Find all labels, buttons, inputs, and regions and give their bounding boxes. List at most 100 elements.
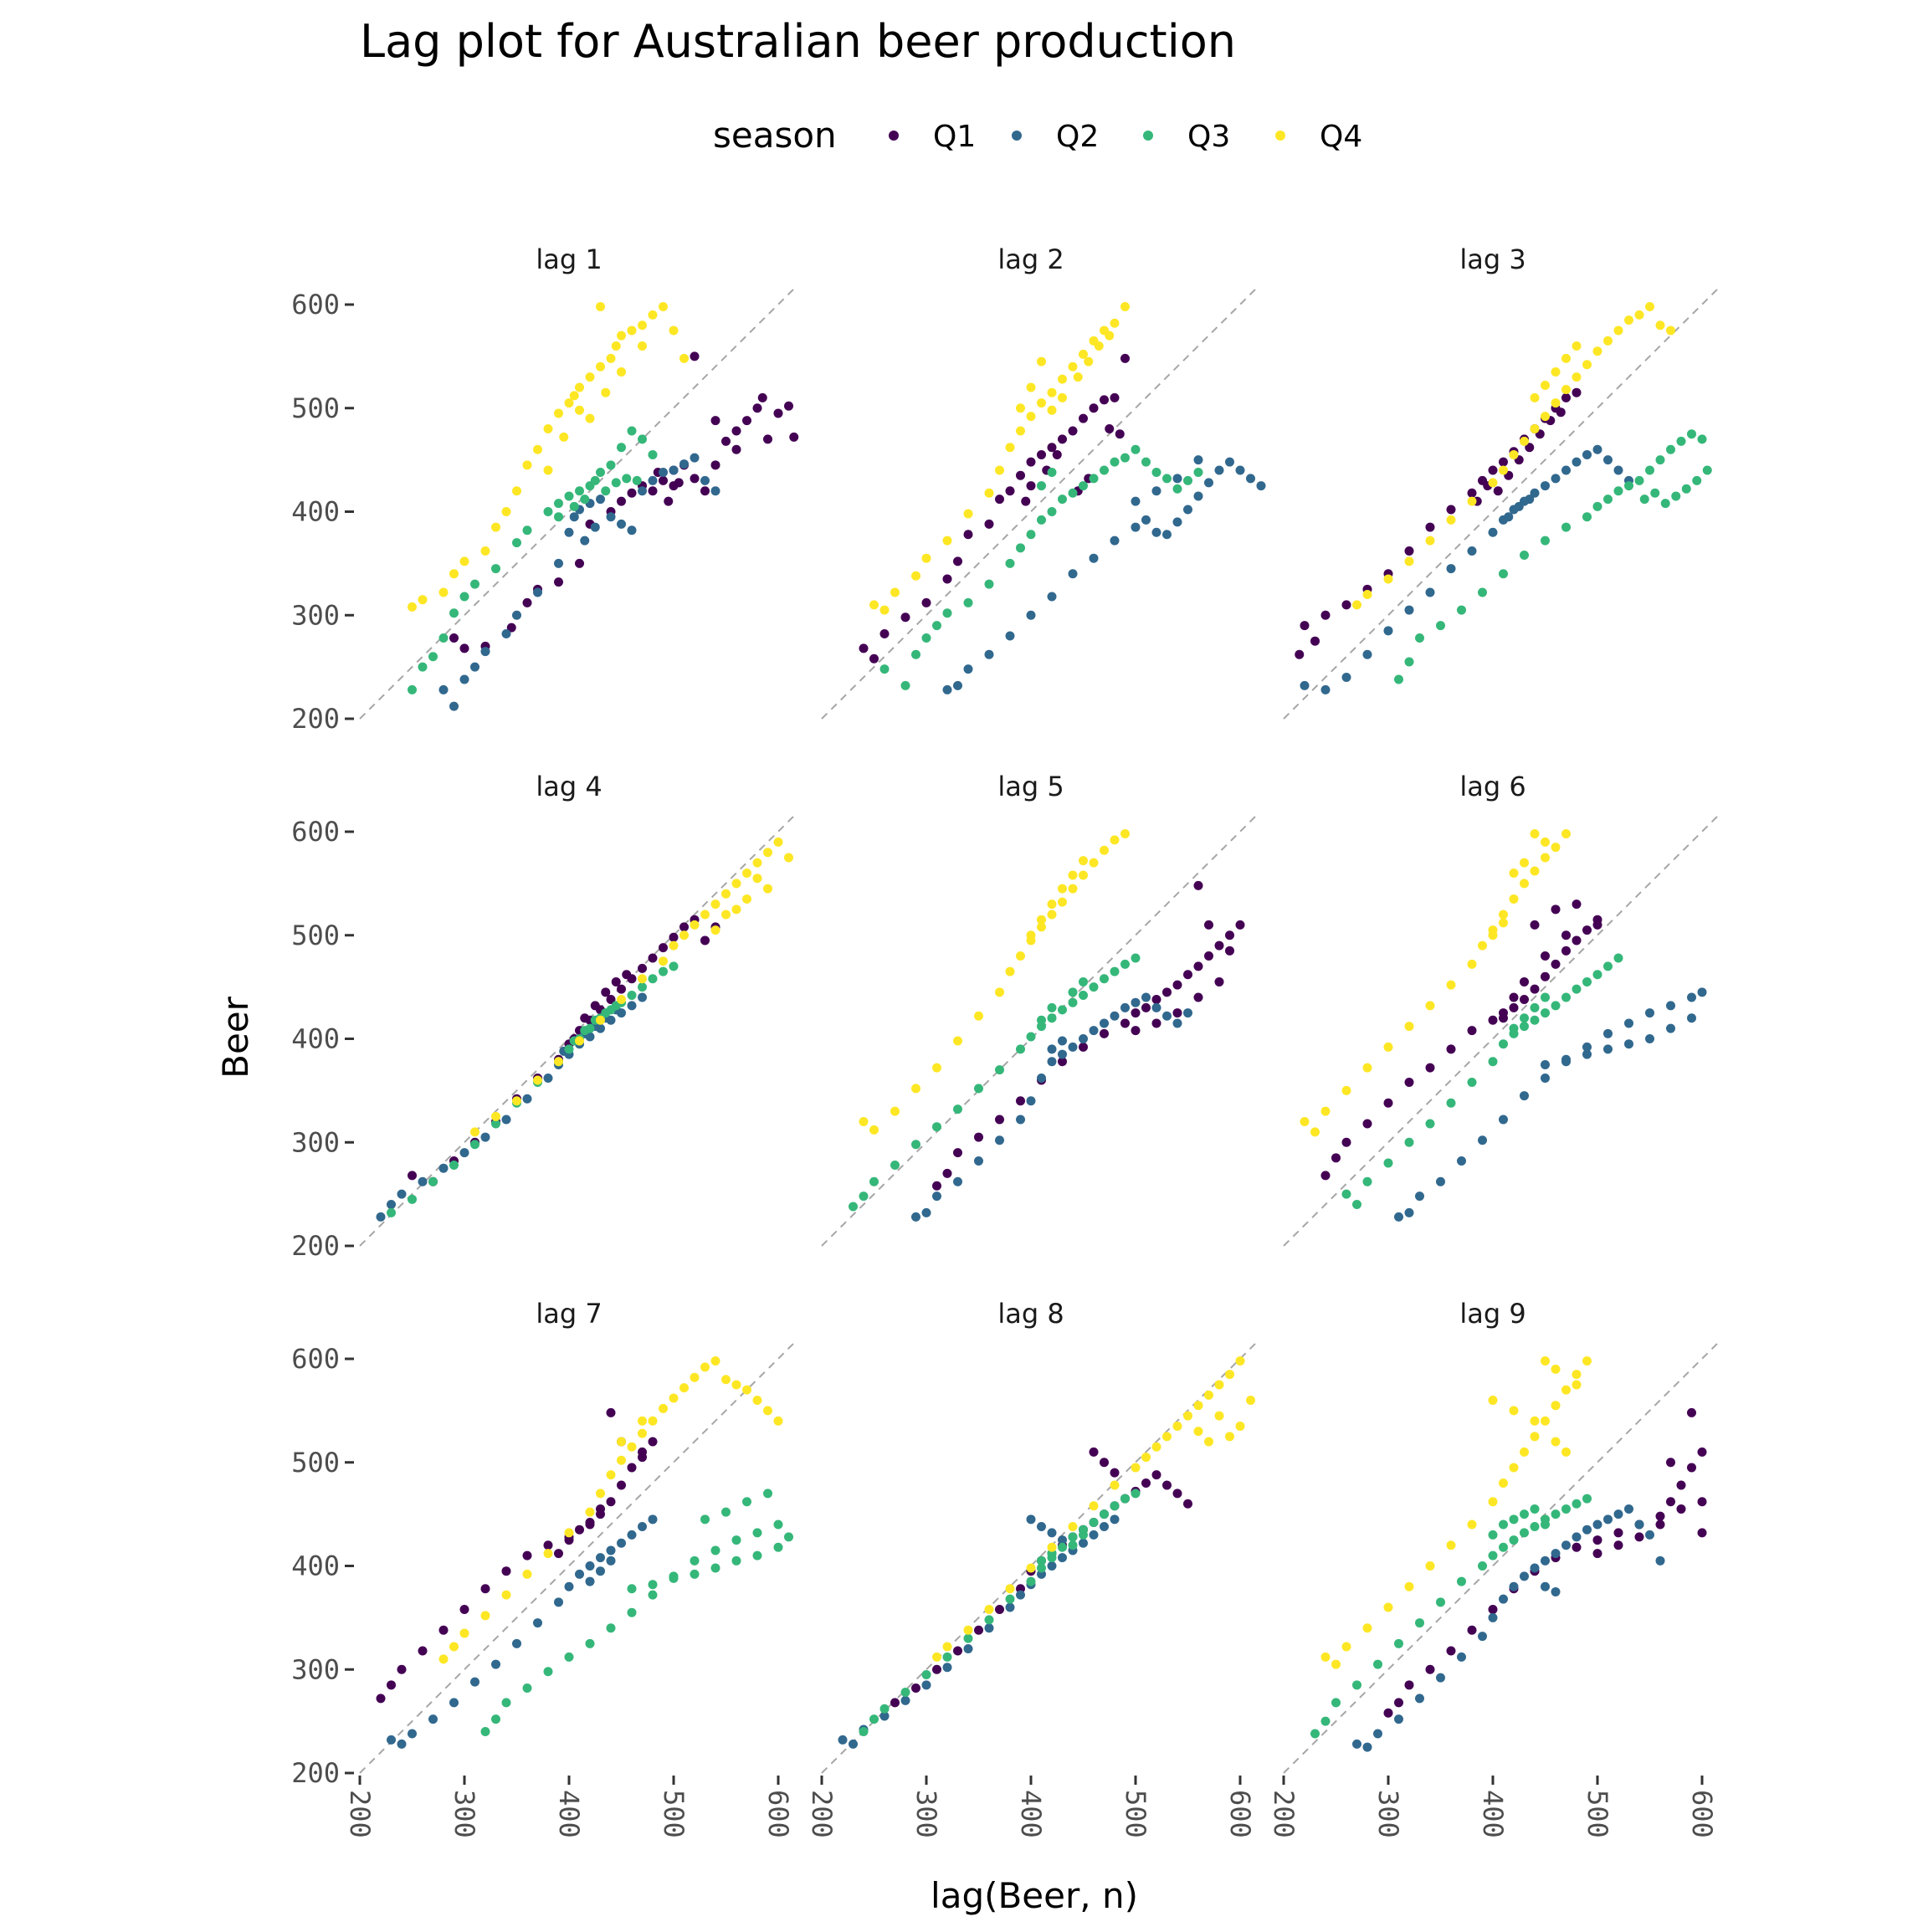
data-point-q4 bbox=[522, 1569, 532, 1579]
data-point-q2 bbox=[1457, 1652, 1466, 1662]
data-point-q3 bbox=[1089, 982, 1099, 992]
data-point-q3 bbox=[1520, 1509, 1529, 1519]
data-point-q3 bbox=[690, 1555, 700, 1566]
data-point-q3 bbox=[752, 1550, 762, 1560]
data-point-q3 bbox=[911, 649, 920, 659]
data-point-q1 bbox=[1530, 984, 1540, 994]
data-point-q4 bbox=[1016, 951, 1025, 961]
legend-entry-q4: Q4 bbox=[1275, 120, 1362, 154]
data-point-q2 bbox=[921, 1680, 931, 1690]
data-point-q2 bbox=[1037, 1521, 1046, 1531]
data-point-q2 bbox=[942, 1663, 952, 1673]
data-point-q1 bbox=[575, 1525, 584, 1535]
data-point-q3 bbox=[742, 1497, 751, 1507]
data-point-q4 bbox=[638, 341, 647, 351]
panel-lag-2: lag 2 bbox=[821, 243, 1266, 720]
data-point-q1 bbox=[1037, 449, 1046, 459]
data-point-q1 bbox=[1467, 1625, 1477, 1635]
data-point-q2 bbox=[428, 1714, 438, 1724]
data-point-q2 bbox=[1362, 1742, 1372, 1752]
data-point-q4 bbox=[449, 1642, 459, 1652]
data-point-q4 bbox=[679, 930, 689, 940]
y-tick-label: 400 bbox=[291, 496, 340, 528]
data-point-q2 bbox=[1225, 457, 1234, 467]
data-point-q4 bbox=[501, 1590, 511, 1600]
data-point-q4 bbox=[1047, 910, 1057, 920]
y-tick-label: 300 bbox=[291, 1126, 340, 1158]
data-point-q2 bbox=[1079, 1538, 1088, 1548]
data-point-q1 bbox=[1467, 1026, 1477, 1036]
data-point-q1 bbox=[554, 577, 563, 587]
data-point-q3 bbox=[1079, 991, 1088, 1001]
data-point-q4 bbox=[890, 1106, 900, 1116]
data-point-q1 bbox=[921, 597, 931, 607]
data-point-q2 bbox=[710, 486, 720, 496]
data-point-q3 bbox=[859, 1727, 869, 1736]
data-point-q2 bbox=[1499, 1115, 1508, 1125]
panel-title-lag-7: lag 7 bbox=[536, 1298, 602, 1330]
data-point-q1 bbox=[710, 416, 720, 426]
data-point-q4 bbox=[890, 587, 900, 597]
data-point-q4 bbox=[1037, 922, 1046, 932]
data-point-q2 bbox=[1005, 1602, 1015, 1612]
data-point-q3 bbox=[1478, 587, 1487, 597]
data-point-q4 bbox=[1352, 600, 1361, 610]
data-point-q3 bbox=[648, 974, 658, 984]
data-point-q1 bbox=[1341, 1137, 1351, 1147]
data-point-q3 bbox=[1499, 1519, 1508, 1530]
data-point-q3 bbox=[638, 982, 647, 992]
data-point-q4 bbox=[470, 1127, 479, 1137]
data-point-q3 bbox=[1520, 550, 1529, 560]
x-tick-label: 500 bbox=[1582, 1790, 1613, 1838]
data-point-q3 bbox=[1047, 1013, 1057, 1023]
data-point-q4 bbox=[543, 465, 553, 475]
data-point-q4 bbox=[617, 1455, 626, 1465]
data-point-q2 bbox=[1582, 1049, 1592, 1059]
data-point-q2 bbox=[1697, 987, 1707, 997]
data-point-q4 bbox=[1530, 1416, 1540, 1426]
data-point-q4 bbox=[1026, 382, 1036, 392]
data-point-q3 bbox=[1666, 444, 1675, 454]
data-point-q4 bbox=[1331, 1659, 1341, 1669]
data-point-q3 bbox=[1068, 987, 1078, 997]
data-point-q4 bbox=[554, 408, 563, 418]
data-point-q2 bbox=[1089, 1530, 1099, 1540]
data-point-q1 bbox=[1100, 1458, 1109, 1468]
data-point-q2 bbox=[1592, 444, 1602, 454]
data-point-q2 bbox=[1300, 680, 1310, 690]
data-point-q1 bbox=[1021, 496, 1031, 506]
data-point-q1 bbox=[617, 1480, 626, 1490]
data-point-q1 bbox=[376, 1694, 386, 1704]
data-point-q4 bbox=[1520, 858, 1529, 868]
data-point-q4 bbox=[1204, 1390, 1213, 1400]
data-point-q1 bbox=[606, 1497, 616, 1507]
data-point-q2 bbox=[879, 1711, 890, 1721]
y-tick-label: 600 bbox=[291, 1343, 340, 1375]
data-point-q2 bbox=[1666, 1001, 1675, 1011]
data-point-q3 bbox=[606, 460, 616, 470]
data-point-q3 bbox=[1650, 488, 1660, 498]
data-point-q1 bbox=[1520, 976, 1529, 986]
data-point-q4 bbox=[1058, 392, 1067, 402]
data-point-q2 bbox=[1655, 1555, 1665, 1566]
data-point-q1 bbox=[1425, 522, 1435, 532]
data-point-q4 bbox=[1582, 1355, 1592, 1366]
data-point-q4 bbox=[1666, 325, 1675, 336]
data-point-q3 bbox=[1624, 481, 1633, 491]
data-point-q1 bbox=[501, 1566, 511, 1576]
data-point-q3 bbox=[1068, 1532, 1078, 1542]
data-point-q1 bbox=[1561, 930, 1571, 940]
data-point-q3 bbox=[491, 1714, 500, 1724]
data-point-q3 bbox=[1551, 1509, 1561, 1519]
data-point-q3 bbox=[1697, 434, 1707, 444]
data-point-q2 bbox=[963, 664, 973, 674]
data-point-q4 bbox=[638, 320, 647, 331]
data-point-q4 bbox=[1509, 1463, 1519, 1473]
data-point-q4 bbox=[1488, 1396, 1498, 1405]
data-point-q2 bbox=[659, 467, 668, 477]
data-point-q1 bbox=[1488, 1604, 1498, 1614]
data-point-q1 bbox=[1425, 1063, 1435, 1073]
data-point-q2 bbox=[627, 1530, 637, 1540]
data-point-q4 bbox=[1005, 443, 1015, 453]
data-point-q1 bbox=[932, 1664, 941, 1674]
